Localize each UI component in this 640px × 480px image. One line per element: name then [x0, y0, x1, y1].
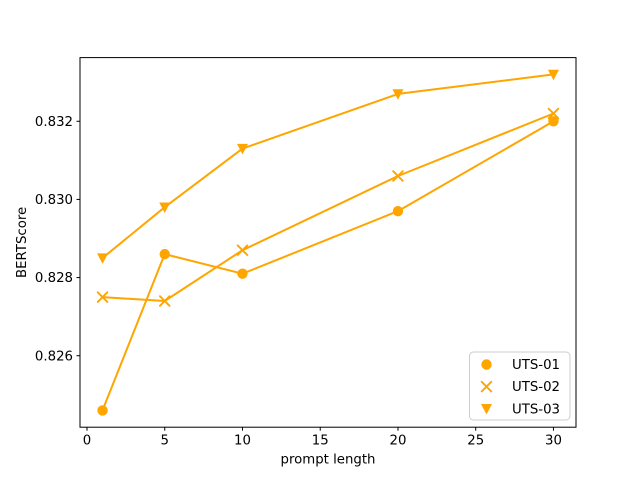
legend-item-UTS-01: UTS-01 [481, 358, 560, 373]
y-axis-label: BERTScore [15, 207, 30, 278]
data-point-UTS-03 [159, 202, 171, 214]
data-point-UTS-02 [547, 107, 560, 120]
data-point-UTS-01 [237, 268, 248, 279]
series-UTS-02 [96, 107, 560, 307]
y-tick-label: 0.832 [35, 115, 73, 130]
legend-label: UTS-01 [512, 358, 560, 373]
y-tick-label: 0.826 [35, 349, 73, 364]
x-tick-label: 15 [312, 434, 329, 449]
x-tick-label: 10 [234, 434, 251, 449]
x-tick-label: 20 [390, 434, 407, 449]
legend-item-UTS-02: UTS-02 [480, 380, 560, 395]
legend-marker-triangle-down [481, 404, 492, 415]
series-UTS-01 [97, 116, 559, 416]
legend-marker-circle [481, 359, 492, 370]
axes-frame [79, 57, 577, 428]
y-axis: 0.826 0.828 0.830 0.832 [35, 115, 80, 364]
x-tick-label: 30 [545, 434, 562, 449]
data-point-UTS-02 [236, 244, 249, 256]
x-axis: 0 5 10 15 20 25 30 [83, 427, 562, 449]
y-tick-label: 0.828 [35, 271, 73, 286]
data-point-UTS-03 [547, 69, 559, 81]
legend-item-UTS-03: UTS-03 [481, 402, 560, 417]
data-point-UTS-03 [236, 143, 248, 155]
data-point-UTS-01 [159, 248, 170, 260]
legend: UTS-01 UTS-02 UTS-03 [469, 351, 571, 421]
data-point-UTS-03 [97, 253, 109, 264]
data-point-UTS-02 [392, 170, 404, 182]
data-point-UTS-03 [392, 89, 404, 100]
data-point-UTS-01 [97, 405, 108, 416]
legend-marker-x [480, 380, 493, 393]
legend-label: UTS-02 [512, 380, 560, 395]
x-tick-label: 5 [161, 434, 169, 449]
data-point-UTS-01 [392, 205, 404, 217]
legend-box [469, 351, 571, 421]
data-point-UTS-02 [158, 295, 171, 307]
y-tick-label: 0.830 [35, 193, 73, 208]
x-tick-label: 25 [467, 434, 484, 449]
data-point-UTS-02 [96, 291, 109, 303]
series-UTS-03 [97, 69, 559, 264]
x-axis-label: prompt length [281, 453, 376, 468]
legend-label: UTS-03 [512, 402, 560, 417]
data-point-UTS-01 [548, 116, 559, 127]
x-tick-label: 0 [83, 434, 91, 449]
